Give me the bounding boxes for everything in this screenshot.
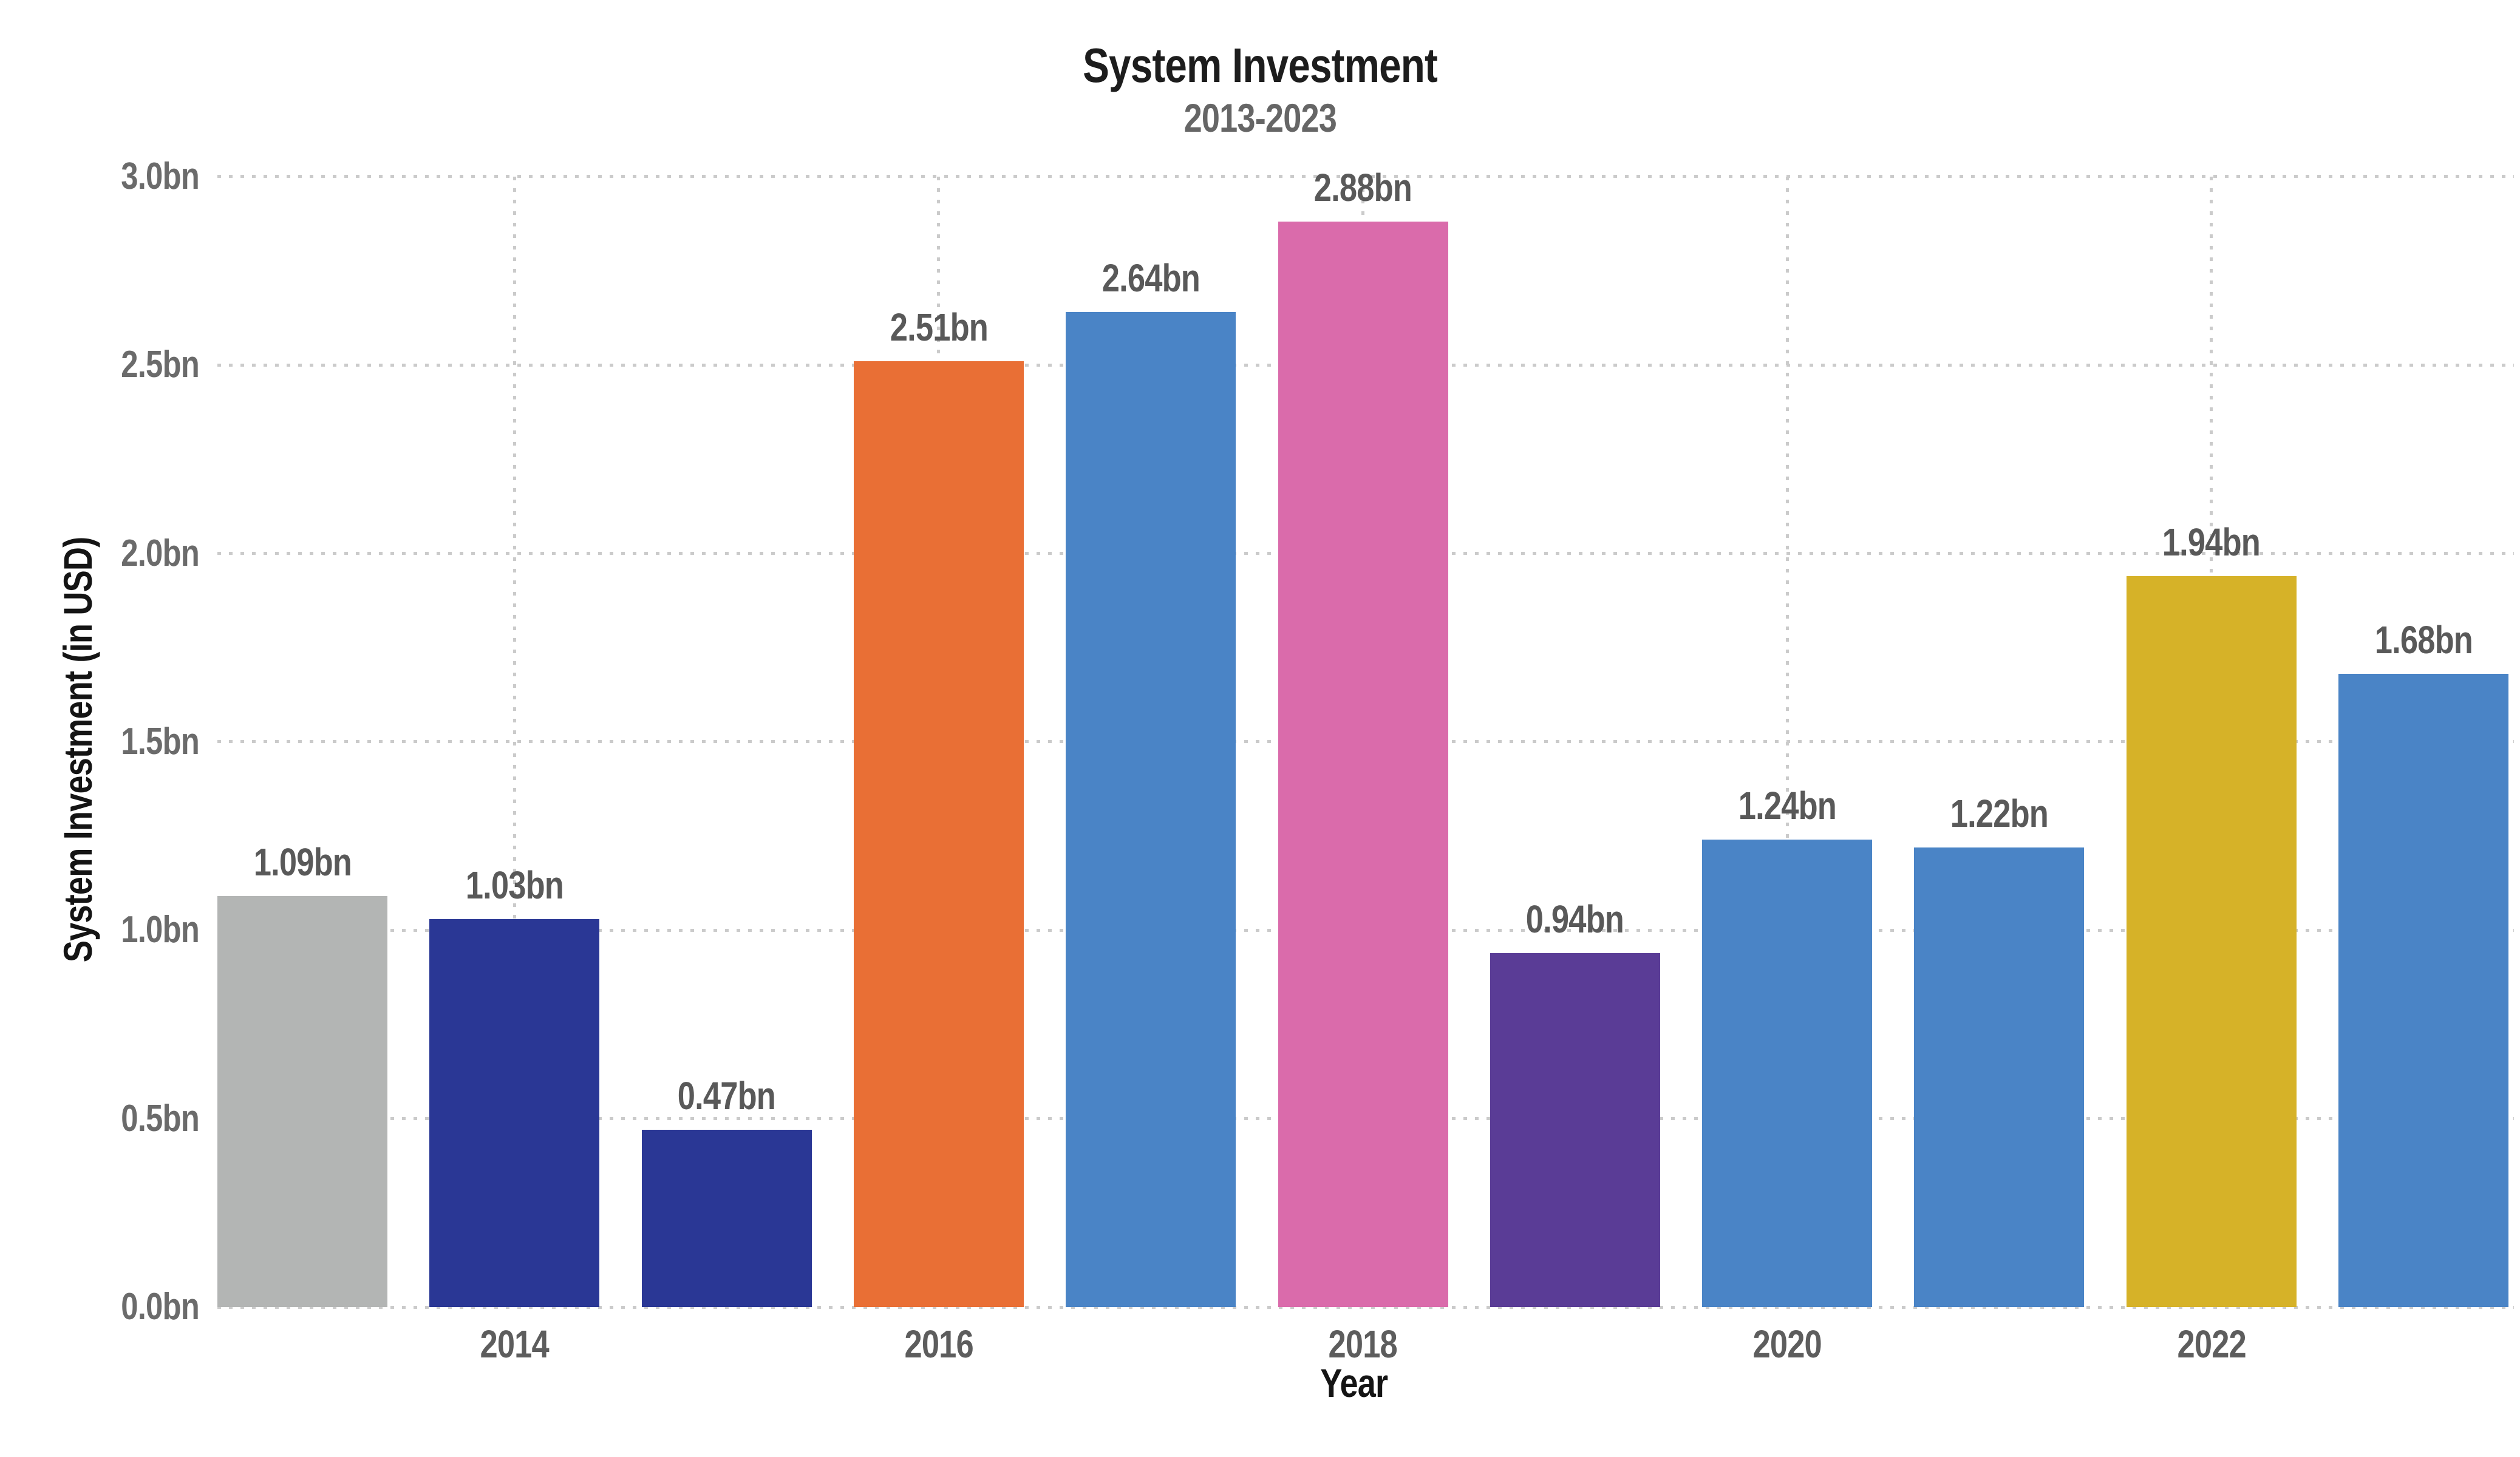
chart-subtitle: 2013-2023 (0, 92, 2520, 143)
x-tick-label: 2022 (2120, 1322, 2303, 1366)
bar-value-label: 2.88bn (1242, 166, 1485, 209)
chart-title: System Investment (0, 35, 2520, 96)
gridline-vertical (1785, 176, 1789, 1307)
bar-2016 (853, 361, 1024, 1307)
bar-2022 (2126, 576, 2297, 1307)
bar-value-label-text: 1.09bn (253, 840, 352, 885)
y-tick-label-text: 0.5bn (121, 1097, 200, 1139)
bar-2019 (1490, 953, 1660, 1307)
bar-2017 (1066, 312, 1236, 1307)
bar-value-label: 1.68bn (2302, 618, 2520, 662)
bar-value-label: 0.47bn (605, 1074, 848, 1118)
bar-value-label-text: 1.22bn (1950, 791, 2049, 835)
y-tick-label-text: 1.5bn (121, 720, 200, 762)
bar-value-label: 1.09bn (181, 840, 424, 884)
gridline-vertical (513, 176, 516, 1307)
bar-2014 (429, 919, 600, 1307)
y-tick-label-text: 2.0bn (121, 532, 200, 574)
bar-value-label: 2.64bn (1029, 256, 1272, 300)
y-tick-label: 0.5bn (11, 1097, 200, 1141)
y-tick-label: 1.5bn (11, 720, 200, 764)
x-tick-label-text: 2020 (1752, 1322, 1822, 1366)
y-tick-label: 3.0bn (11, 155, 200, 199)
x-tick-label-text: 2016 (904, 1322, 973, 1366)
bar-2023 (2338, 674, 2508, 1307)
bar-value-label: 2.51bn (817, 305, 1060, 349)
x-tick-label-text: 2014 (480, 1322, 550, 1366)
y-tick-label: 0.0bn (11, 1285, 200, 1329)
y-tick-label-text: 3.0bn (121, 155, 200, 197)
bar-value-label-text: 2.64bn (1102, 256, 1200, 301)
bar-value-label: 1.94bn (2090, 520, 2333, 564)
chart-subtitle-text: 2013-2023 (1183, 95, 1337, 140)
bar-2020 (1702, 840, 1873, 1307)
bar-value-label-text: 0.94bn (1526, 897, 1624, 941)
bar-value-label-text: 0.47bn (677, 1074, 776, 1118)
y-tick-label: 1.0bn (11, 908, 200, 952)
x-axis-label-text: Year (1320, 1360, 1388, 1405)
x-tick-label: 2020 (1696, 1322, 1878, 1366)
y-tick-label-text: 0.0bn (121, 1286, 200, 1328)
chart-title-text: System Investment (1083, 38, 1438, 92)
bar-2015 (641, 1130, 812, 1307)
bar-value-label: 0.94bn (1454, 897, 1697, 941)
y-tick-label-text: 2.5bn (121, 344, 200, 386)
y-tick-label: 2.5bn (11, 343, 200, 387)
y-tick-label-text: 1.0bn (121, 909, 200, 951)
gridline-horizontal (217, 1305, 2514, 1309)
x-tick-label: 2018 (1272, 1322, 1454, 1366)
y-tick-label: 2.0bn (11, 532, 200, 576)
x-tick-label-text: 2022 (2176, 1322, 2246, 1366)
bar-value-label: 1.03bn (393, 863, 636, 907)
bar-value-label-text: 1.94bn (2162, 520, 2261, 564)
bar-value-label: 1.22bn (1878, 792, 2120, 835)
bar-2021 (1914, 847, 2085, 1307)
bar-value-label-text: 1.68bn (2374, 618, 2473, 662)
x-tick-label: 2014 (423, 1322, 605, 1366)
bar-value-label-text: 1.03bn (465, 863, 564, 907)
bar-value-label-text: 1.24bn (1738, 784, 1836, 828)
bar-value-label-text: 2.51bn (890, 305, 988, 350)
bar-value-label-text: 2.88bn (1313, 166, 1412, 210)
bar-2013 (217, 896, 387, 1307)
gridline-horizontal (217, 175, 2514, 178)
bar-value-label: 1.24bn (1666, 784, 1909, 827)
x-tick-label-text: 2018 (1328, 1322, 1398, 1366)
bar-2018 (1278, 222, 1448, 1307)
x-tick-label: 2016 (848, 1322, 1030, 1366)
x-axis-label: Year (0, 1359, 2520, 1407)
